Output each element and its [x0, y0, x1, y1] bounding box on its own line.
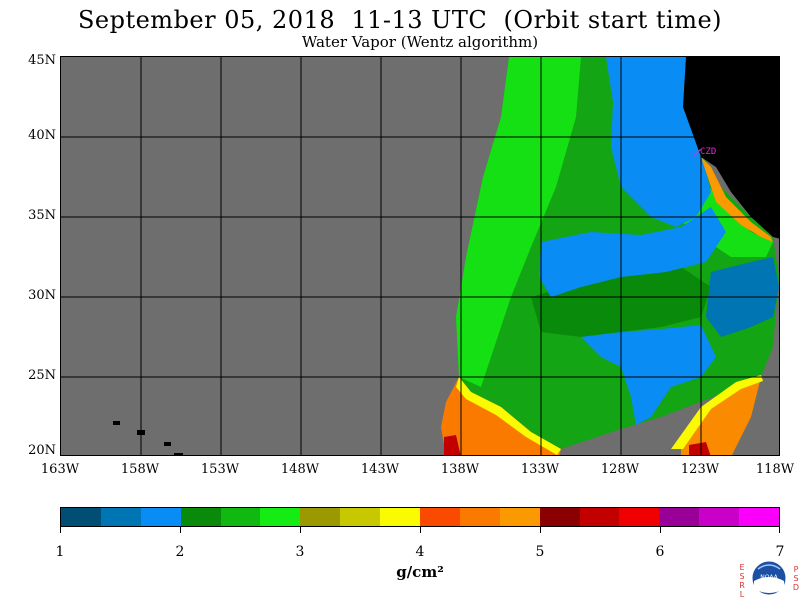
swath-low-vapor-south [581, 325, 716, 425]
colorbar-swatch [659, 508, 700, 526]
colorbar-swatch [699, 508, 740, 526]
colorbar-swatch [499, 508, 540, 526]
lon-label: 118W [755, 462, 795, 477]
station-marker [692, 148, 702, 158]
colorbar-swatch [260, 508, 301, 526]
lon-label: 133W [520, 462, 560, 477]
logo-left-letters: ESRL [739, 563, 745, 599]
swath-yellow-edge-southeast [671, 375, 763, 449]
swath-bright-green-band [456, 57, 581, 387]
colorbar-swatch [619, 508, 660, 526]
colorbar-label: 7 [775, 544, 785, 560]
colorbar-swatch [100, 508, 141, 526]
swath-low-vapor-north [606, 57, 711, 227]
lat-label: 20N [28, 443, 56, 458]
colorbar-swatch [220, 508, 261, 526]
colorbar-label: 5 [535, 544, 545, 560]
lat-label: 30N [28, 288, 56, 303]
colorbar-label: 4 [415, 544, 425, 560]
colorbar-swatch [380, 508, 421, 526]
colorbar-swatch [459, 508, 500, 526]
colorbar-tick [420, 527, 421, 533]
colorbar-swatch [61, 508, 101, 526]
logo-right-letters: PSD [792, 565, 800, 592]
map-canvas [61, 57, 779, 455]
noaa-emblem-icon: NOAA [751, 560, 787, 596]
water-vapor-map: CZD [60, 56, 780, 456]
lon-label: 163W [40, 462, 80, 477]
colorbar-swatch [539, 508, 580, 526]
colorbar-tick [60, 527, 61, 533]
lon-label: 138W [440, 462, 480, 477]
colorbar-swatch [340, 508, 381, 526]
map-title: September 05, 2018 11-13 UTC (Orbit star… [77, 6, 723, 34]
colorbar-label: 2 [175, 544, 185, 560]
colorbar-swatch [180, 508, 221, 526]
colorbar [60, 507, 780, 527]
swath-very-high-vapor-2 [689, 442, 711, 455]
station-label-czd: CZD [700, 147, 717, 157]
colorbar-swatch [420, 508, 460, 526]
map-subtitle: Water Vapor (Wentz algorithm) [301, 33, 539, 51]
lon-label: 143W [360, 462, 400, 477]
swath-low-vapor-central [539, 207, 726, 297]
noaa-logo: ESRL NOAA PSD [736, 555, 800, 599]
colorbar-tick [540, 527, 541, 533]
lat-label: 45N [28, 53, 56, 68]
lon-label: 153W [200, 462, 240, 477]
colorbar-label: 3 [295, 544, 305, 560]
colorbar-swatch [739, 508, 780, 526]
lon-label: 128W [600, 462, 640, 477]
colorbar-tick [660, 527, 661, 533]
lat-label: 35N [28, 208, 56, 223]
land-north-america [683, 57, 779, 239]
colorbar-units: g/cm² [396, 563, 444, 581]
colorbar-label: 6 [655, 544, 665, 560]
colorbar-swatch [140, 508, 181, 526]
lat-label: 40N [28, 128, 56, 143]
lon-label: 158W [120, 462, 160, 477]
colorbar-tick [300, 527, 301, 533]
colorbar-swatch [579, 508, 620, 526]
lon-label: 148W [280, 462, 320, 477]
swath-very-high-vapor [444, 435, 461, 455]
lat-label: 25N [28, 368, 56, 383]
colorbar-tick [779, 527, 780, 533]
island-maui [164, 442, 171, 446]
island-hawaii [174, 453, 183, 455]
graticule [61, 57, 779, 455]
swath-yellow-edge-southwest [456, 377, 561, 455]
swath-coastal-rim [701, 157, 773, 242]
colorbar-swatch [300, 508, 341, 526]
island-kauai [113, 421, 120, 425]
colorbar-label: 1 [55, 544, 65, 560]
lon-label: 123W [680, 462, 720, 477]
colorbar-tick [180, 527, 181, 533]
noaa-logo-text: NOAA [760, 574, 778, 581]
